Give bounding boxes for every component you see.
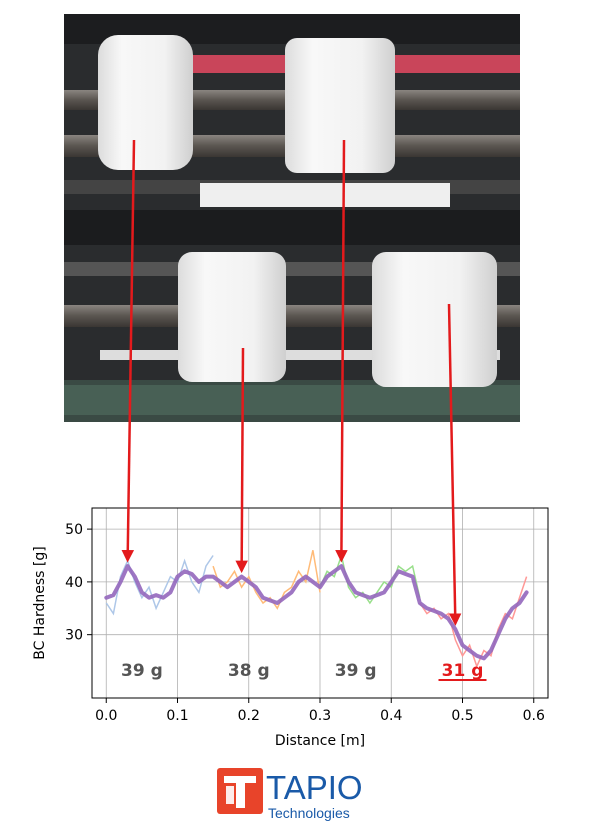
smoothed-series-line <box>104 564 529 661</box>
x-tick-label: 0.4 <box>380 708 402 724</box>
roll-arrow-1 <box>121 139 136 563</box>
logo-word: TAPIO <box>266 769 363 806</box>
logo-sub: Technologies <box>268 805 350 821</box>
roll-arrow-3 <box>335 139 348 563</box>
tapio-logo: TAPIO Technologies <box>217 768 363 821</box>
roll-arrow-4 <box>447 303 462 626</box>
roll-arrows <box>121 139 462 626</box>
x-axis-label: Distance [m] <box>275 733 365 749</box>
y-tick-label: 40 <box>65 575 83 591</box>
raw-series <box>105 550 528 669</box>
segment-label: 31 g <box>442 661 484 681</box>
smoothed-series <box>104 564 529 661</box>
machine-photo <box>64 14 520 422</box>
x-tick-label: 0.3 <box>309 708 331 724</box>
x-ticks: 0.0 0.1 0.2 0.3 0.4 0.5 0.6 <box>95 698 545 724</box>
y-axis-label: BC Hardness [g] <box>32 546 48 659</box>
grid <box>92 508 548 698</box>
segment-labels: 39 g 38 g 39 g 31 g <box>121 661 487 681</box>
segment-label: 38 g <box>228 661 270 681</box>
hardness-chart: 0.0 0.1 0.2 0.3 0.4 0.5 0.6 30 40 50 Distance [m… <box>32 507 549 749</box>
y-tick-label: 50 <box>65 522 83 538</box>
x-tick-label: 0.2 <box>238 708 260 724</box>
x-tick-label: 0.1 <box>166 708 188 724</box>
y-tick-label: 30 <box>65 628 83 644</box>
raw-series-line-1 <box>105 555 214 616</box>
roll-arrow-2 <box>235 347 248 574</box>
x-tick-label: 0.5 <box>451 708 473 724</box>
segment-label: 39 g <box>121 661 163 681</box>
y-ticks: 30 40 50 <box>65 522 92 644</box>
segment-label: 39 g <box>335 661 377 681</box>
x-tick-label: 0.0 <box>95 708 117 724</box>
x-tick-label: 0.6 <box>523 708 545 724</box>
